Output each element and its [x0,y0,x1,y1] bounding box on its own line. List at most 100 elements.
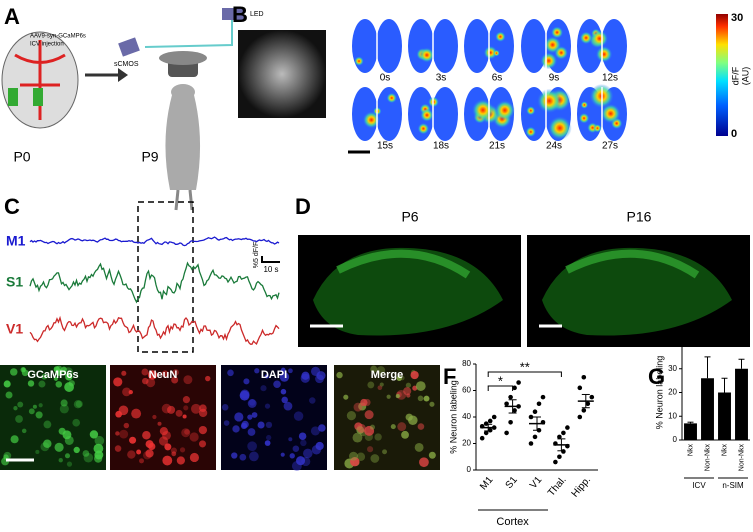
activity-blob [525,126,537,138]
colorbar-unit: (AU) [740,67,750,86]
trace [29,261,280,304]
cell [13,406,18,411]
data-point [528,441,534,446]
panel-label: B [232,2,248,27]
highlight-box [137,201,194,353]
y-axis-label: % Neuron labeling [448,380,458,454]
time-label: 18s [433,141,449,152]
cell [309,397,316,404]
cell [122,387,131,397]
cell [198,440,207,448]
cell [158,436,169,446]
time-label: 3s [436,73,447,84]
activity-blob [494,100,515,121]
cell [184,429,190,435]
cell [73,400,83,409]
cell [280,367,286,373]
x-tick-label: S1 [504,474,521,491]
data-point [512,385,517,391]
cell [370,365,378,373]
hemisphere [376,19,402,73]
trace-label: S1 [6,274,23,290]
data-point [487,418,493,424]
cell [191,403,201,414]
hemisphere [488,19,514,73]
activity-map [464,87,515,141]
cell [247,414,253,420]
cell [72,418,81,427]
cell [364,425,375,436]
cell [35,449,40,454]
cell [390,424,396,430]
activity-blob [600,103,621,124]
cell [227,369,234,377]
cell [232,425,240,433]
trace [29,315,280,345]
bar [701,378,714,440]
cell [231,452,238,459]
raw-image [238,30,326,118]
cell [38,380,46,388]
cell [247,428,256,436]
time-label: 27s [602,141,618,152]
cell [223,420,230,426]
data-point [565,425,570,430]
cell [336,371,343,379]
data-point [508,394,513,400]
cell [288,437,293,442]
channel-label: NeuN [149,369,178,381]
cell [182,396,190,404]
cell [114,445,122,452]
cell [167,405,176,414]
cell [279,372,290,382]
cell [382,449,388,455]
cell [353,402,363,412]
data-point [581,374,587,380]
cortex-band [565,249,700,279]
activity-blob [554,45,569,60]
cell [35,411,43,419]
cell [89,430,99,439]
cell [94,435,105,446]
data-point [512,408,517,413]
cell [182,414,187,419]
cell [40,442,50,452]
cell [281,396,288,404]
cell [254,368,260,374]
time-label: 24s [546,141,562,152]
age-label: P6 [401,209,418,225]
cell [162,455,173,466]
cell [38,403,43,408]
hemisphere [432,87,458,141]
time-label: 12s [602,73,618,84]
cell [27,380,35,387]
cell [123,422,130,429]
activity-blob [540,52,558,70]
cell [64,453,71,459]
activity-blob [417,122,430,135]
cell [55,381,63,388]
cell [21,369,29,377]
activity-blob [493,49,500,57]
cell [377,385,383,391]
activity-map [577,19,627,73]
cell [405,413,413,421]
cell [428,451,436,459]
colorbar-label: dF/F [730,66,740,85]
cell [257,421,265,429]
cell [145,449,154,458]
cell [17,401,24,408]
cell [315,374,324,384]
cell [298,432,307,440]
cell [247,399,257,408]
activity-map [577,83,627,141]
cell [318,424,326,432]
y-tick-label: 20 [668,388,677,397]
cell [248,399,256,406]
cell [121,370,127,376]
cell [249,451,259,462]
activity-map [408,19,458,73]
activity-map [521,19,571,73]
cell [198,425,208,435]
cell [264,374,269,379]
